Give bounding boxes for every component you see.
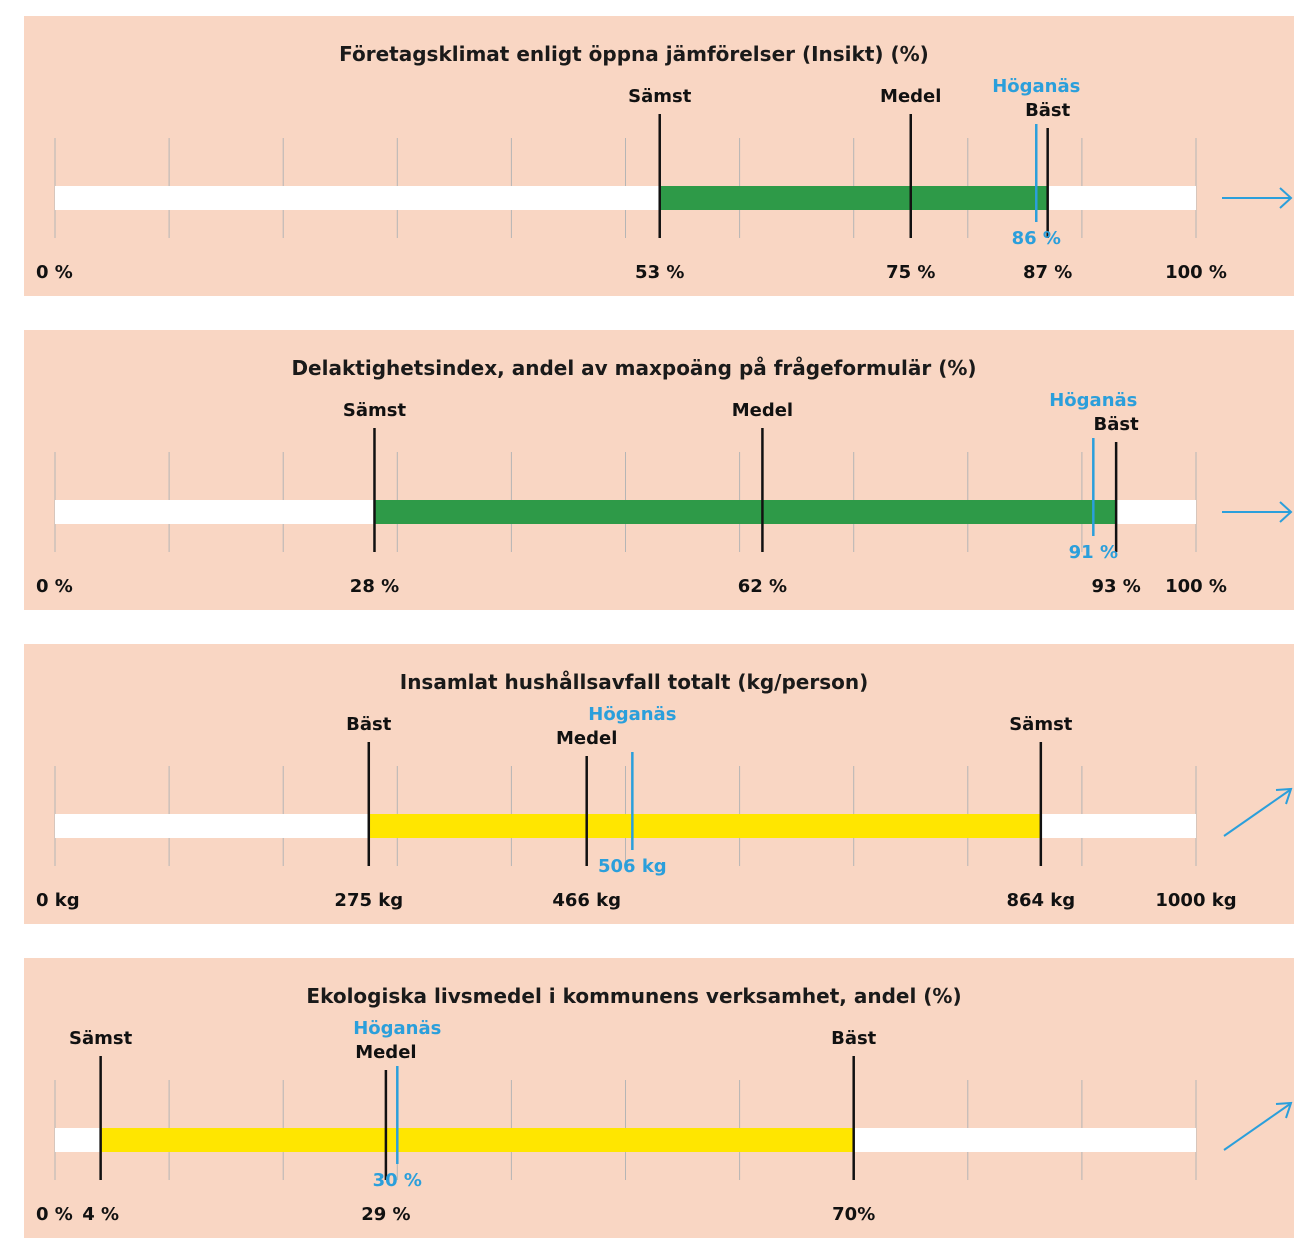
chart-title: Delaktighetsindex, andel av maxpoäng på … — [291, 356, 977, 380]
trend-arrow-icon — [1223, 789, 1291, 837]
range-bar — [374, 500, 1117, 524]
marker-name-label: Bäst — [1025, 100, 1071, 121]
trend-arrowhead-icon — [1275, 787, 1293, 805]
range-chart-3: 0 kg 1000 kg Bäst 275 kg Medel 466 kg Sämst 864… — [36, 704, 1293, 911]
highlight-value-label: 30 % — [373, 1170, 422, 1191]
axis-min-label: 0 kg — [36, 890, 80, 911]
trend-arrowhead-icon — [1275, 1101, 1293, 1119]
marker-value-label: 275 kg — [334, 890, 403, 911]
marker-name-label: Sämst — [343, 400, 407, 421]
marker-name-label: Medel — [556, 728, 617, 749]
marker-name-label: Sämst — [628, 86, 692, 107]
chart-panel-2: Delaktighetsindex, andel av maxpoäng på … — [24, 330, 1294, 610]
range-chart-1: 0 % 100 % Sämst 53 % Medel 75 % Bäst 87 % Höganä… — [36, 76, 1293, 283]
chart-title: Ekologiska livsmedel i kommunens verksam… — [306, 984, 962, 1008]
chart-panel-4: Ekologiska livsmedel i kommunens verksam… — [24, 958, 1294, 1238]
chart-title: Företagsklimat enligt öppna jämförelser … — [339, 42, 929, 66]
chart-title: Insamlat hushållsavfall totalt (kg/perso… — [399, 670, 869, 694]
marker-value-label: 70% — [832, 1204, 875, 1225]
range-bar — [100, 1128, 854, 1152]
range-chart-2: 0 % 100 % Sämst 28 % Medel 62 % Bäst 93 % Höganä… — [36, 390, 1293, 597]
marker-name-label: Bäst — [346, 714, 392, 735]
trend-arrow-icon — [1223, 1103, 1291, 1151]
axis-min-label: 0 % — [36, 262, 73, 283]
marker-name-label: Sämst — [69, 1028, 133, 1049]
marker-value-label: 87 % — [1023, 262, 1072, 283]
marker-name-label: Medel — [732, 400, 793, 421]
marker-value-label: 62 % — [738, 576, 787, 597]
marker-value-label: 4 % — [82, 1204, 119, 1225]
range-bar — [659, 186, 1048, 210]
marker-value-label: 29 % — [361, 1204, 410, 1225]
marker-name-label: Medel — [355, 1042, 416, 1063]
highlight-name-label: Höganäs — [353, 1018, 441, 1039]
axis-min-label: 0 % — [36, 1204, 73, 1225]
marker-name-label: Bäst — [1094, 414, 1140, 435]
highlight-name-label: Höganäs — [588, 704, 676, 725]
marker-value-label: 53 % — [635, 262, 684, 283]
range-bar — [368, 814, 1041, 838]
marker-name-label: Sämst — [1009, 714, 1073, 735]
marker-value-label: 466 kg — [552, 890, 621, 911]
marker-name-label: Medel — [880, 86, 941, 107]
axis-min-label: 0 % — [36, 576, 73, 597]
marker-value-label: 28 % — [350, 576, 399, 597]
trend-arrowhead-icon — [1279, 501, 1293, 523]
marker-name-label: Bäst — [831, 1028, 877, 1049]
range-chart-4: 0 % Sämst 4 % Medel 29 % Bäst 70% Höganäs 30 % — [36, 1018, 1293, 1225]
chart-panel-3: Insamlat hushållsavfall totalt (kg/perso… — [24, 644, 1294, 924]
axis-max-label: 1000 kg — [1155, 890, 1236, 911]
trend-arrowhead-icon — [1279, 187, 1293, 209]
marker-value-label: 864 kg — [1006, 890, 1075, 911]
highlight-name-label: Höganäs — [1049, 390, 1137, 411]
marker-value-label: 93 % — [1091, 576, 1140, 597]
axis-max-label: 100 % — [1165, 262, 1227, 283]
highlight-value-label: 91 % — [1069, 542, 1118, 563]
highlight-name-label: Höganäs — [992, 76, 1080, 97]
axis-max-label: 100 % — [1165, 576, 1227, 597]
highlight-value-label: 506 kg — [598, 856, 667, 877]
chart-panel-1: Företagsklimat enligt öppna jämförelser … — [24, 16, 1294, 296]
highlight-value-label: 86 % — [1012, 228, 1061, 249]
marker-value-label: 75 % — [886, 262, 935, 283]
